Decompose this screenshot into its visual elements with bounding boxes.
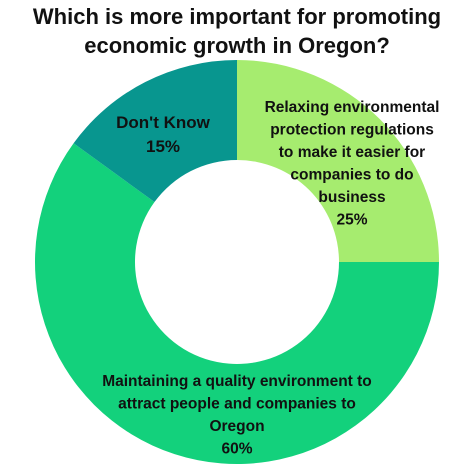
slice-label-line: business: [318, 189, 385, 206]
slice-label-2: Maintaining a quality environment to attr…: [102, 373, 372, 458]
slice-1: [237, 60, 439, 262]
slice-label-line: Don't Know: [116, 113, 211, 132]
chart-title: Which is more important for promoting ec…: [0, 0, 474, 60]
chart-title-line-1: Which is more important for promoting: [32, 4, 442, 29]
slice-label-line: protection regulations: [270, 122, 434, 139]
slice-value-label: 25%: [336, 212, 367, 229]
slice-label-line: Relaxing environmental: [265, 99, 440, 116]
slice-label-line: Maintaining a quality environment to: [102, 373, 372, 390]
slice-label-3: Don't Know 15%: [116, 113, 211, 156]
slice-label-line: Oregon: [209, 418, 264, 435]
slice-value-label: 60%: [221, 441, 252, 458]
slice-label-line: to make it easier for: [279, 144, 425, 161]
slice-value-label: 15%: [146, 137, 180, 156]
slice-label-line: companies to do: [290, 167, 413, 184]
slice-label-1: Relaxing environmental protection regulat…: [265, 99, 440, 229]
slice-2: [35, 143, 440, 464]
slice-3: [73, 60, 237, 203]
slice-label-line: attract people and companies to: [118, 396, 356, 413]
chart-title-line-2: economic growth in Oregon?: [84, 33, 390, 58]
